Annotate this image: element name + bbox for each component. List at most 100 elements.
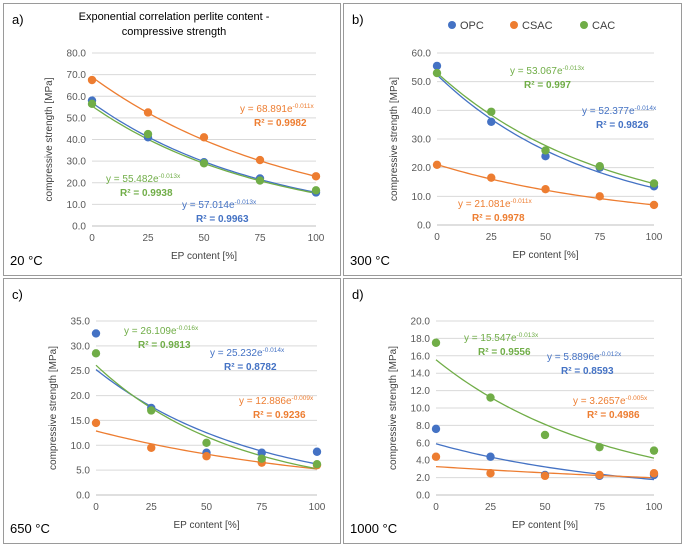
- y-tick-label: 0.0: [72, 222, 86, 233]
- fit-equation-csac: y = 3.2657e-0.005x: [573, 395, 648, 407]
- trendline-cac: [435, 359, 655, 459]
- y-tick-label: 20.0: [412, 163, 432, 174]
- chart-svg: 0.0 5.0 10.0 15.0 20.0 25.0 30.0 35.0 0 25 50 75 100…: [10, 287, 326, 536]
- chart-panel-b: 0.0 10.0 20.0 30.0 40.0 50.0 60.0 0 25 50 75 100 EP …: [343, 3, 682, 276]
- fit-equation-cac: y = 55.482e-0.013x: [106, 173, 181, 185]
- data-point-opc: [257, 448, 266, 457]
- y-tick-label: 60.0: [67, 92, 87, 103]
- temperature-label: 20 °C: [10, 253, 43, 268]
- data-point-csac: [649, 200, 659, 210]
- y-tick-label: 40.0: [412, 106, 432, 117]
- x-tick-label: 0: [434, 232, 440, 243]
- y-tick-label: 16.0: [411, 351, 431, 362]
- x-tick-label: 0: [93, 502, 99, 513]
- figure-title-line2: compressive strength: [122, 26, 227, 38]
- x-axis-label: EP content [%]: [174, 520, 240, 531]
- data-point-cac: [143, 129, 153, 139]
- data-point-cac: [311, 186, 321, 195]
- x-tick-label: 50: [198, 233, 210, 244]
- x-tick-label: 25: [146, 502, 158, 513]
- fit-equation-opc: y = 57.014e-0.013x: [182, 199, 257, 211]
- fit-equation-cac: y = 53.067e-0.013x: [510, 65, 585, 77]
- fit-r2-csac: R² = 0.4986: [587, 410, 640, 421]
- panel-label: d): [352, 287, 364, 302]
- x-tick-label: 100: [646, 232, 663, 243]
- data-point-csac: [255, 155, 265, 165]
- chart-svg: 0.0 2.0 4.0 6.0 8.0 10.0 12.0 14.0 16.0 18.0 20.0 0…: [350, 287, 663, 536]
- y-tick-label: 14.0: [411, 369, 431, 380]
- fit-equation-cac: y = 26.109e-0.016x: [124, 325, 199, 337]
- x-tick-label: 100: [309, 502, 326, 513]
- data-point-cac: [257, 454, 266, 463]
- chart-panel-c: 0.0 5.0 10.0 15.0 20.0 25.0 30.0 35.0 0 25 50 75 100…: [3, 278, 341, 544]
- data-point-csac: [143, 108, 153, 117]
- data-point-cac: [199, 159, 209, 168]
- panel-label: a): [12, 12, 24, 27]
- x-tick-label: 75: [594, 502, 606, 513]
- data-point-cac: [487, 107, 496, 116]
- fit-r2-csac: R² = 0.9982: [254, 118, 307, 129]
- fit-r2-csac: R² = 0.9978: [472, 213, 525, 224]
- y-tick-label: 10.0: [71, 441, 91, 452]
- data-point-opc: [487, 117, 496, 127]
- data-point-cac: [432, 68, 442, 78]
- y-tick-label: 20.0: [71, 391, 91, 402]
- y-tick-label: 35.0: [71, 317, 91, 328]
- x-axis-label: EP content [%]: [513, 250, 579, 261]
- y-tick-label: 8.0: [416, 421, 430, 432]
- y-tick-label: 5.0: [76, 466, 90, 477]
- x-tick-label: 0: [433, 502, 439, 513]
- fit-r2-cac: R² = 0.9813: [138, 340, 191, 351]
- chart-panel-a: 0.0 10.0 20.0 30.0 40.0 50.0 60.0 70.0 80.0 0 25 50…: [3, 3, 341, 276]
- data-point-opc: [91, 329, 101, 338]
- data-point-cac: [147, 406, 156, 415]
- y-tick-label: 70.0: [67, 70, 87, 81]
- data-point-csac: [147, 443, 156, 452]
- data-point-cac: [595, 162, 604, 171]
- data-point-csac: [91, 418, 101, 428]
- y-axis-label: compressive strength [MPa]: [44, 77, 55, 201]
- fit-r2-opc: R² = 0.8593: [561, 366, 614, 377]
- fit-r2-csac: R² = 0.9236: [253, 410, 306, 421]
- data-point-csac: [487, 173, 496, 182]
- panel-label: c): [12, 287, 23, 302]
- data-point-cac: [540, 430, 550, 440]
- chart-svg: 0.0 10.0 20.0 30.0 40.0 50.0 60.0 0 25 50 75 100 EP …: [350, 12, 663, 268]
- y-tick-label: 20.0: [411, 317, 431, 328]
- data-point-cac: [595, 442, 604, 452]
- data-point-cac: [255, 176, 265, 185]
- x-tick-label: 0: [89, 233, 95, 244]
- y-tick-label: 0.0: [416, 491, 430, 502]
- figure-title-line1: Exponential correlation perlite content …: [79, 11, 270, 23]
- fit-r2-cac: R² = 0.997: [524, 80, 571, 91]
- y-tick-label: 40.0: [67, 135, 87, 146]
- y-tick-label: 12.0: [411, 386, 431, 397]
- fit-equation-csac: y = 21.081e-0.011x: [458, 198, 532, 210]
- y-tick-label: 2.0: [416, 473, 430, 484]
- data-point-csac: [87, 75, 97, 85]
- fit-equation-csac: y = 68.891e-0.011x: [240, 103, 314, 115]
- data-point-csac: [540, 471, 550, 481]
- fit-r2-opc: R² = 0.8782: [224, 362, 277, 373]
- x-tick-label: 50: [201, 502, 213, 513]
- data-point-csac: [595, 470, 604, 480]
- trendline-opc: [436, 74, 655, 189]
- data-point-cac: [649, 446, 659, 455]
- data-point-csac: [432, 160, 442, 169]
- temperature-label: 300 °C: [350, 253, 390, 268]
- y-tick-label: 4.0: [416, 456, 430, 467]
- x-tick-label: 50: [540, 232, 552, 243]
- x-tick-label: 25: [142, 233, 154, 244]
- y-tick-label: 80.0: [67, 49, 87, 60]
- data-point-opc: [431, 424, 441, 434]
- fit-r2-cac: R² = 0.9938: [120, 188, 173, 199]
- y-tick-label: 10.0: [411, 404, 431, 415]
- data-point-cac: [541, 146, 550, 155]
- x-tick-label: 25: [485, 502, 497, 513]
- legend-label-cac: CAC: [592, 20, 615, 32]
- y-tick-label: 50.0: [412, 77, 432, 88]
- x-tick-label: 75: [254, 233, 266, 244]
- data-point-cac: [431, 338, 441, 347]
- fit-equation-opc: y = 52.377e-0.014x: [582, 105, 657, 117]
